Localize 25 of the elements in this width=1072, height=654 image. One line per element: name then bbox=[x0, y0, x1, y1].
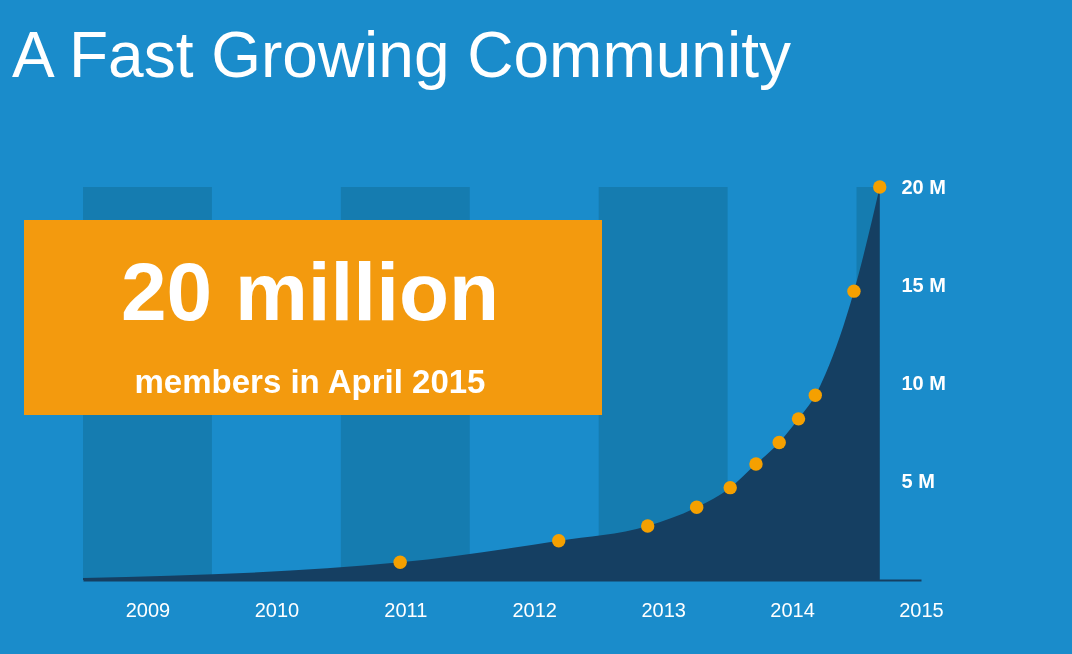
y-tick-label: 20 M bbox=[901, 175, 946, 198]
x-tick-label: 2015 bbox=[899, 598, 944, 621]
y-tick-label: 15 M bbox=[901, 273, 946, 296]
y-tick-label: 5 M bbox=[901, 470, 935, 493]
annotation: members in April 2015 bbox=[134, 363, 486, 400]
point bbox=[808, 388, 822, 402]
point bbox=[689, 500, 704, 514]
point bbox=[791, 412, 806, 426]
x-tick-label: 2014 bbox=[770, 598, 815, 621]
point bbox=[873, 180, 887, 194]
point bbox=[640, 519, 655, 533]
point bbox=[552, 534, 566, 548]
x-tick-label: 2013 bbox=[641, 598, 686, 621]
chart-title: A Fast Growing Community bbox=[12, 19, 791, 91]
point bbox=[772, 435, 786, 450]
x-tick-label: 2010 bbox=[254, 598, 300, 621]
x-tick-label: 2011 bbox=[384, 598, 428, 621]
x-tick-label: 2009 bbox=[125, 598, 171, 621]
point bbox=[723, 480, 737, 495]
point bbox=[749, 457, 763, 471]
annotation: 20 million bbox=[120, 246, 500, 337]
x-tick-label: 2012 bbox=[512, 598, 557, 621]
point bbox=[847, 284, 861, 298]
point bbox=[393, 555, 407, 570]
y-tick-label: 10 M bbox=[901, 372, 946, 394]
